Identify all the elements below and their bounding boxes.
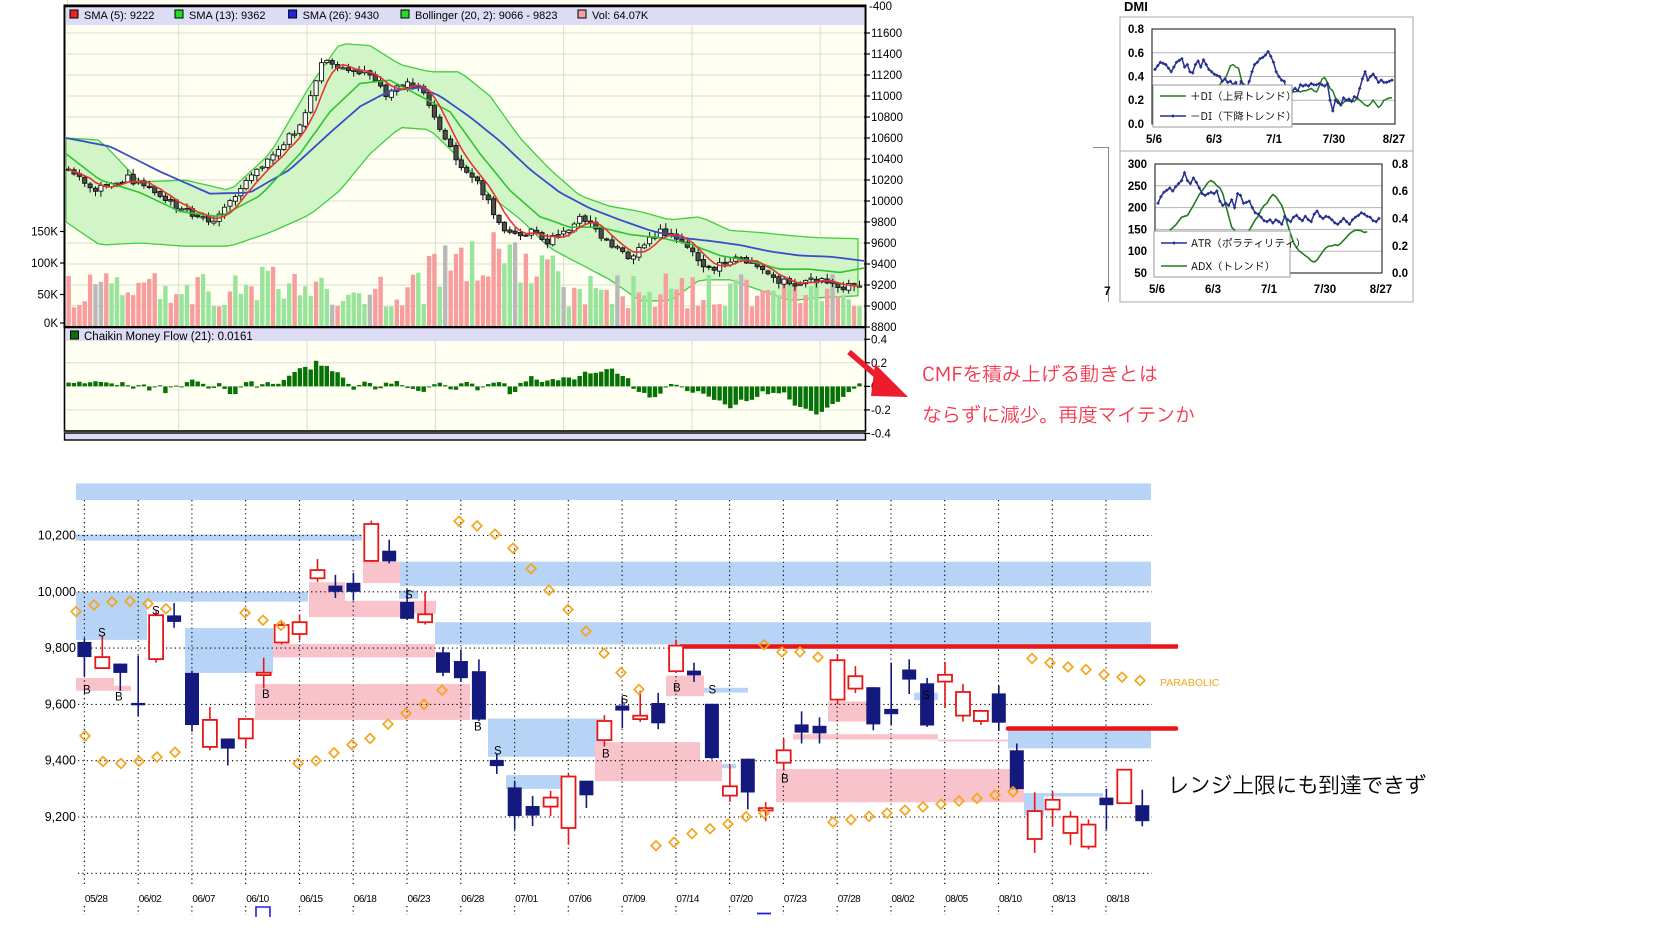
- svg-text:11200: 11200: [871, 70, 902, 82]
- svg-text:07/23: 07/23: [784, 894, 807, 905]
- svg-text:Chaikin Money Flow (21): 0.016: Chaikin Money Flow (21): 0.0161: [84, 331, 253, 343]
- svg-text:0.2: 0.2: [1128, 95, 1144, 107]
- svg-text:7/30: 7/30: [1314, 284, 1336, 296]
- svg-text:07/06: 07/06: [569, 894, 592, 905]
- svg-text:0.8: 0.8: [1392, 159, 1409, 171]
- svg-text:10600: 10600: [871, 133, 903, 145]
- svg-text:Bollinger (20, 2): 9066 - 9823: Bollinger (20, 2): 9066 - 9823: [415, 10, 557, 22]
- svg-text:08/02: 08/02: [892, 894, 915, 905]
- svg-text:9,800: 9,800: [45, 641, 76, 655]
- svg-text:PARABOLIC: PARABOLIC: [1160, 677, 1220, 689]
- svg-text:0.4: 0.4: [871, 334, 888, 346]
- svg-text:B: B: [83, 685, 91, 697]
- svg-text:0.6: 0.6: [1128, 48, 1144, 60]
- svg-text:50: 50: [1134, 268, 1147, 280]
- svg-text:06/23: 06/23: [408, 894, 431, 905]
- svg-text:06/07: 06/07: [192, 894, 215, 905]
- svg-text:100: 100: [1128, 246, 1147, 258]
- svg-text:B: B: [115, 692, 123, 704]
- svg-text:S: S: [922, 690, 930, 702]
- svg-text:10200: 10200: [871, 175, 903, 187]
- svg-text:SMA (13): 9362: SMA (13): 9362: [189, 10, 265, 22]
- svg-text:SMA (26): 9430: SMA (26): 9430: [303, 10, 379, 22]
- svg-text:10,000: 10,000: [38, 585, 76, 599]
- svg-text:07/01: 07/01: [515, 894, 538, 905]
- svg-text:9000: 9000: [871, 301, 897, 313]
- svg-text:07/20: 07/20: [730, 894, 753, 905]
- svg-text:06/18: 06/18: [354, 894, 377, 905]
- svg-text:B: B: [602, 749, 610, 761]
- svg-text:07/28: 07/28: [838, 894, 861, 905]
- svg-text:8800: 8800: [871, 322, 897, 334]
- svg-text:B: B: [673, 683, 681, 695]
- svg-text:0.0: 0.0: [1128, 119, 1144, 131]
- svg-text:06/10: 06/10: [246, 894, 269, 905]
- svg-text:DMI: DMI: [1124, 0, 1148, 14]
- svg-text:S: S: [709, 685, 717, 697]
- svg-text:9,200: 9,200: [45, 810, 76, 824]
- svg-text:0.4: 0.4: [1392, 214, 1409, 226]
- svg-text:B: B: [474, 722, 482, 734]
- svg-text:-0.2: -0.2: [871, 405, 891, 417]
- svg-text:10400: 10400: [871, 154, 903, 166]
- svg-text:S: S: [621, 695, 629, 707]
- svg-text:07/14: 07/14: [676, 894, 699, 905]
- svg-text:150: 150: [1128, 224, 1147, 236]
- svg-text:-400: -400: [869, 1, 892, 13]
- svg-text:9,600: 9,600: [45, 697, 76, 711]
- svg-text:11000: 11000: [871, 91, 902, 103]
- svg-text:200: 200: [1128, 203, 1147, 215]
- svg-text:5/6: 5/6: [1146, 134, 1162, 146]
- svg-text:06/28: 06/28: [461, 894, 484, 905]
- svg-text:0K: 0K: [44, 318, 58, 330]
- svg-text:0.4: 0.4: [1128, 72, 1145, 84]
- svg-text:10800: 10800: [871, 112, 903, 124]
- svg-text:6/3: 6/3: [1206, 134, 1222, 146]
- svg-text:08/13: 08/13: [1053, 894, 1076, 905]
- svg-text:7/1: 7/1: [1266, 134, 1283, 146]
- svg-text:S: S: [405, 590, 413, 602]
- svg-text:100K: 100K: [31, 258, 58, 270]
- svg-text:9200: 9200: [871, 280, 897, 292]
- svg-text:9600: 9600: [871, 238, 897, 250]
- svg-text:08/18: 08/18: [1107, 894, 1130, 905]
- svg-text:50K: 50K: [38, 290, 59, 302]
- svg-text:Vol: 64.07K: Vol: 64.07K: [592, 10, 649, 22]
- svg-text:S: S: [494, 746, 502, 758]
- svg-text:9400: 9400: [871, 259, 897, 271]
- svg-text:8/27: 8/27: [1383, 134, 1405, 146]
- svg-text:6/3: 6/3: [1205, 284, 1221, 296]
- svg-text:7/30: 7/30: [1323, 134, 1345, 146]
- svg-text:10,200: 10,200: [38, 529, 76, 543]
- svg-text:9,400: 9,400: [45, 754, 76, 768]
- svg-text:S: S: [152, 606, 160, 618]
- svg-text:0.8: 0.8: [1128, 24, 1145, 36]
- svg-text:7: 7: [1104, 284, 1111, 298]
- svg-text:B: B: [262, 689, 270, 701]
- svg-text:150K: 150K: [31, 227, 58, 239]
- svg-text:11400: 11400: [871, 49, 902, 61]
- svg-text:06/15: 06/15: [300, 894, 323, 905]
- svg-text:10000: 10000: [871, 196, 903, 208]
- svg-text:8/27: 8/27: [1370, 284, 1392, 296]
- svg-text:08/05: 08/05: [945, 894, 968, 905]
- svg-text:S: S: [98, 628, 106, 640]
- svg-text:300: 300: [1128, 159, 1147, 171]
- svg-text:0.0: 0.0: [1392, 268, 1408, 280]
- svg-text:7/1: 7/1: [1261, 284, 1278, 296]
- svg-text:B: B: [781, 774, 789, 786]
- svg-text:0.6: 0.6: [1392, 186, 1408, 198]
- svg-text:9800: 9800: [871, 217, 897, 229]
- svg-text:07/09: 07/09: [623, 894, 646, 905]
- svg-text:5/6: 5/6: [1149, 284, 1165, 296]
- svg-text:08/10: 08/10: [999, 894, 1022, 905]
- svg-text:06/02: 06/02: [139, 894, 162, 905]
- svg-text:0.2: 0.2: [1392, 241, 1408, 253]
- svg-text:05/28: 05/28: [85, 894, 108, 905]
- svg-text:11600: 11600: [871, 28, 902, 40]
- svg-text:-0.4: -0.4: [871, 429, 891, 441]
- svg-text:250: 250: [1128, 181, 1147, 193]
- svg-text:SMA (5): 9222: SMA (5): 9222: [84, 10, 154, 22]
